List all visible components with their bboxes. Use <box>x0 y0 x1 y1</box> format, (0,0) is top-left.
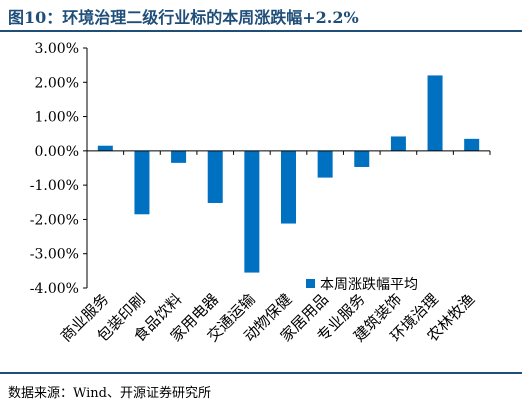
bar <box>427 75 443 151</box>
legend-swatch <box>306 279 315 288</box>
bar-chart: 3.00% 2.00% 1.00% 0.00% -1.00% -2.00% -3.00% -4… <box>0 32 522 372</box>
chart-svg: 3.00% 2.00% 1.00% 0.00% -1.00% -2.00% -3.00% -4… <box>30 41 491 345</box>
bar <box>97 145 113 151</box>
y-tick-label: -3.00% <box>30 247 79 263</box>
bar <box>354 150 370 167</box>
y-tick-label: 0.00% <box>35 144 79 160</box>
bar <box>281 150 296 224</box>
bar <box>464 138 480 151</box>
y-tick-label: 2.00% <box>35 75 79 91</box>
source-bar: 数据来源：Wind、开源证券研究所 <box>0 372 522 405</box>
bar <box>207 150 223 203</box>
title-bar: 图10：环境治理二级行业标的本周涨跌幅+2.2% <box>0 0 522 32</box>
legend-label: 本周涨跌幅平均 <box>320 277 418 293</box>
y-tick-label: -1.00% <box>30 178 79 194</box>
bar <box>244 150 260 273</box>
legend: 本周涨跌幅平均 <box>306 277 418 293</box>
bar <box>171 150 187 163</box>
y-tick-label: 3.00% <box>35 41 79 57</box>
bar <box>390 136 406 151</box>
y-tick-label: -4.00% <box>30 281 79 297</box>
chart-title: 图10：环境治理二级行业标的本周涨跌幅+2.2% <box>8 8 359 27</box>
bar <box>317 150 333 178</box>
y-tick-label: -2.00% <box>30 212 79 228</box>
y-tick-label: 1.00% <box>35 110 79 126</box>
bar <box>134 150 150 215</box>
source-note: 数据来源：Wind、开源证券研究所 <box>8 386 211 401</box>
